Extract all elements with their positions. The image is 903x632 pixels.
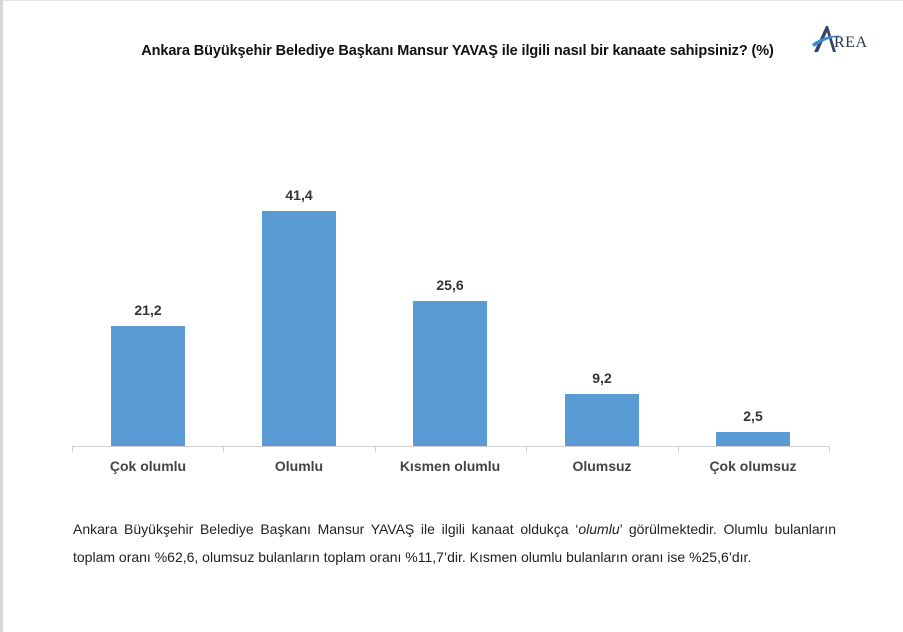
category-label: Kısmen olumlu	[399, 458, 501, 474]
category-label: Olumsuz	[572, 458, 632, 474]
bar-value-label: 2,5	[743, 408, 763, 424]
axis-tick	[678, 446, 679, 452]
axis-tick	[223, 446, 224, 452]
bar	[262, 211, 336, 446]
area-logo: REA	[812, 22, 882, 56]
x-axis	[72, 446, 830, 447]
bar-value-label: 9,2	[592, 370, 612, 386]
summary-text-a: Ankara Büyükşehir Belediye Başkanı Mansu…	[73, 521, 579, 537]
category-label: Olumlu	[274, 458, 324, 474]
bar	[565, 394, 639, 446]
bar	[716, 432, 790, 446]
bar	[413, 301, 487, 446]
page-top-border	[0, 0, 903, 1]
axis-tick	[526, 446, 527, 452]
logo-text: REA	[834, 34, 868, 51]
category-label: Çok olumlu	[109, 458, 187, 474]
axis-tick	[375, 446, 376, 452]
axis-tick	[72, 446, 73, 452]
chart-title-text: Ankara Büyükşehir Belediye Başkanı Mansu…	[141, 43, 774, 59]
page-left-border	[0, 0, 3, 632]
summary-emphasis: olumlu	[578, 521, 620, 537]
bar-value-label: 25,6	[436, 277, 464, 293]
area-logo-icon	[812, 26, 842, 52]
axis-tick	[829, 446, 830, 452]
category-label: Çok olumsuz	[709, 458, 797, 474]
bar-value-label: 41,4	[285, 187, 313, 203]
chart-title: Ankara Büyükşehir Belediye Başkanı Mansu…	[0, 43, 903, 59]
bar	[111, 326, 185, 446]
summary-paragraph: Ankara Büyükşehir Belediye Başkanı Mansu…	[73, 515, 836, 571]
bar-value-label: 21,2	[134, 302, 162, 318]
summary-text-b: ’ görülmektedir. Olumlu bulanların topla…	[73, 521, 836, 565]
